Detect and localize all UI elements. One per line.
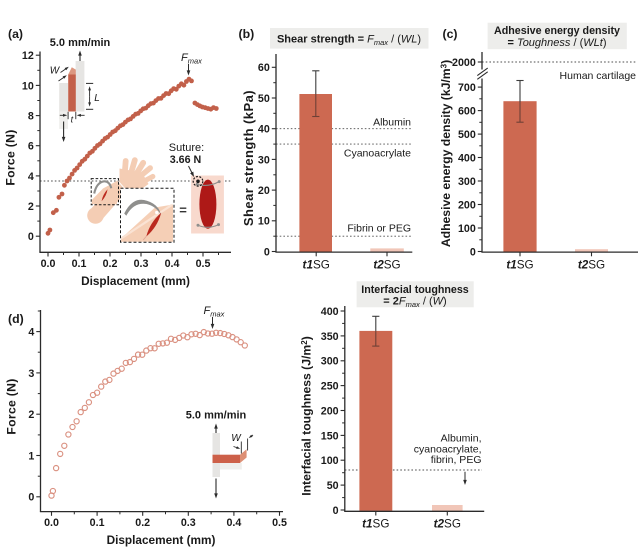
svg-text:100: 100 [458, 223, 476, 235]
svg-text:400: 400 [321, 306, 339, 318]
svg-text:Human cartilage: Human cartilage [560, 70, 637, 82]
svg-text:Force (N): Force (N) [3, 129, 17, 185]
svg-text:0.2: 0.2 [135, 517, 150, 529]
svg-text:0: 0 [28, 231, 34, 243]
svg-text:0.1: 0.1 [90, 517, 105, 529]
svg-text:0.5: 0.5 [196, 258, 211, 270]
svg-text:t1SG: t1SG [303, 258, 330, 271]
svg-text:350: 350 [321, 331, 339, 343]
svg-text:4: 4 [28, 327, 34, 339]
svg-text:(b): (b) [239, 27, 255, 41]
svg-text:Force (N): Force (N) [5, 378, 19, 434]
svg-text:W: W [50, 66, 61, 77]
svg-text:W: W [231, 433, 242, 444]
svg-text:600: 600 [458, 106, 476, 118]
svg-text:1: 1 [28, 450, 34, 462]
svg-text:6: 6 [28, 141, 34, 153]
svg-text:50: 50 [327, 480, 339, 492]
svg-text:5.0 mm/min: 5.0 mm/min [50, 37, 111, 49]
svg-text:3: 3 [28, 368, 34, 380]
svg-text:50: 50 [258, 93, 270, 105]
svg-text:300: 300 [321, 356, 339, 368]
svg-text:0.1: 0.1 [72, 258, 87, 270]
svg-text:Adhesive energy density: Adhesive energy density [494, 25, 620, 37]
svg-text:t2SG: t2SG [578, 258, 605, 271]
svg-text:Displacement (mm): Displacement (mm) [81, 274, 190, 288]
svg-text:10: 10 [22, 80, 34, 92]
svg-text:Shear strength (kPa): Shear strength (kPa) [241, 90, 256, 226]
svg-text:Adhesive energy density (kJ/m3: Adhesive energy density (kJ/m3) [439, 60, 453, 247]
svg-text:0: 0 [264, 246, 270, 258]
svg-text:150: 150 [321, 430, 339, 442]
svg-text:2000: 2000 [452, 57, 476, 69]
svg-text:2: 2 [28, 201, 34, 213]
svg-text:fibrin, PEG: fibrin, PEG [431, 454, 482, 466]
svg-text:250: 250 [321, 381, 339, 393]
svg-text:0.4: 0.4 [165, 258, 180, 270]
svg-text:= 2Fmax / (W): = 2Fmax / (W) [383, 296, 446, 310]
svg-text:=: = [179, 203, 187, 218]
svg-text:Shear strength = Fmax / (WL): Shear strength = Fmax / (WL) [277, 33, 421, 47]
svg-text:Cyanoacrylate: Cyanoacrylate [344, 148, 411, 160]
svg-text:5.0 mm/min: 5.0 mm/min [186, 410, 247, 422]
svg-text:40: 40 [258, 124, 270, 136]
svg-text:0.0: 0.0 [41, 258, 56, 270]
svg-text:60: 60 [258, 62, 270, 74]
svg-text:10: 10 [258, 216, 270, 228]
svg-text:0: 0 [333, 505, 339, 517]
svg-text:12: 12 [22, 50, 34, 62]
svg-text:200: 200 [458, 199, 476, 211]
svg-text:Displacement (mm): Displacement (mm) [107, 533, 216, 547]
svg-text:t2SG: t2SG [373, 258, 400, 271]
svg-text:3.66 N: 3.66 N [170, 154, 202, 166]
svg-text:0.2: 0.2 [103, 258, 118, 270]
svg-text:400: 400 [458, 152, 476, 164]
svg-text:200: 200 [321, 405, 339, 417]
svg-text:(d): (d) [8, 312, 24, 326]
svg-text:t1SG: t1SG [362, 518, 389, 531]
svg-text:t: t [71, 115, 74, 125]
svg-text:Albumin: Albumin [373, 117, 411, 129]
svg-text:30: 30 [258, 154, 270, 166]
svg-text:700: 700 [458, 82, 476, 94]
svg-text:(a): (a) [8, 27, 23, 41]
svg-text:cyanoacrylate,: cyanoacrylate, [414, 443, 482, 455]
svg-text:0.3: 0.3 [181, 517, 196, 529]
svg-text:500: 500 [458, 129, 476, 141]
svg-text:Interfacial toughness (J/m2): Interfacial toughness (J/m2) [300, 336, 314, 496]
svg-text:20: 20 [258, 185, 270, 197]
svg-text:0: 0 [470, 246, 476, 258]
svg-text:8: 8 [28, 111, 34, 123]
svg-text:t1SG: t1SG [506, 258, 533, 271]
svg-text:Interfacial toughness: Interfacial toughness [361, 284, 469, 296]
svg-text:100: 100 [321, 455, 339, 467]
svg-text:Suture:: Suture: [169, 142, 204, 154]
svg-text:0.5: 0.5 [272, 517, 287, 529]
svg-text:0.0: 0.0 [44, 517, 59, 529]
svg-text:0: 0 [28, 492, 34, 504]
svg-text:Fibrin or PEG: Fibrin or PEG [347, 223, 411, 235]
svg-text:2: 2 [28, 409, 34, 421]
svg-text:(c): (c) [443, 27, 458, 41]
svg-text:0.4: 0.4 [226, 517, 241, 529]
svg-text:= Toughness / (WLt): = Toughness / (WLt) [508, 37, 607, 49]
svg-text:L: L [94, 93, 100, 104]
svg-text:4: 4 [28, 171, 34, 183]
svg-text:300: 300 [458, 176, 476, 188]
svg-text:t2SG: t2SG [434, 518, 461, 531]
svg-text:Albumin,: Albumin, [441, 433, 482, 445]
svg-text:0.3: 0.3 [134, 258, 149, 270]
